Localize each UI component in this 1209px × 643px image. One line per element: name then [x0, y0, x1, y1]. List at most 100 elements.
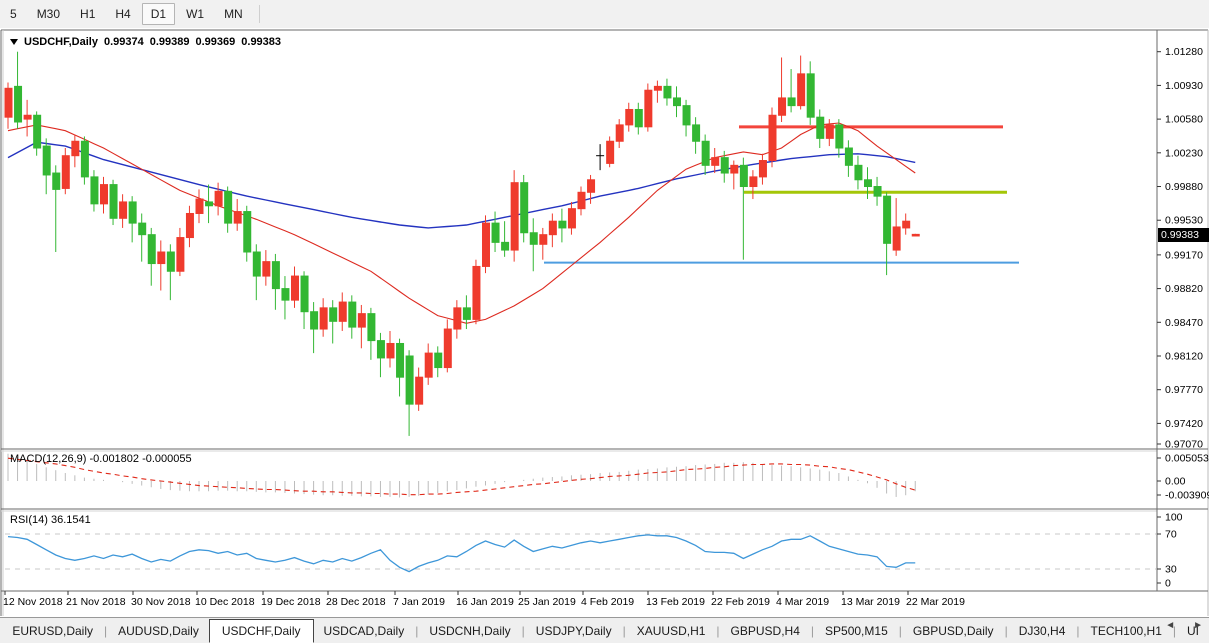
chart-tab-ui[interactable]: UI	[1187, 623, 1199, 638]
chart-window[interactable]: 1.01280 1.00930 1.00580 1.00230 0.99880 0.995…	[0, 28, 1209, 617]
candle-body	[386, 342, 395, 359]
candle-body	[854, 164, 863, 181]
chart-tab-gbpusd-h4[interactable]: GBPUSD,H4	[730, 623, 800, 638]
chart-tab-dj30-h4[interactable]: DJ30,H4	[1018, 623, 1066, 638]
candle-body	[539, 234, 548, 245]
candle-body	[138, 222, 147, 236]
candle-body	[300, 275, 309, 313]
candle-body	[4, 87, 13, 118]
candle-body	[692, 124, 701, 142]
candle-body	[797, 73, 806, 107]
tab-separator: |	[810, 623, 815, 638]
chart-tab-usdchf-daily[interactable]: USDCHF,Daily	[208, 618, 314, 643]
candle-body	[291, 275, 299, 301]
candle-body	[415, 376, 424, 405]
chart-tab-gbpusd-daily[interactable]: GBPUSD,Daily	[912, 623, 994, 638]
chart-tab-xauusd-h1[interactable]: XAUUSD,H1	[636, 623, 706, 638]
date-axis-label: 13 Feb 2019	[646, 596, 705, 608]
candle-body	[281, 288, 290, 301]
candle-body	[673, 97, 681, 107]
price-axis-label: 0.99530	[1165, 215, 1203, 227]
price-axis-label: 0.97770	[1165, 384, 1203, 396]
timeframe-button-w1[interactable]: W1	[186, 7, 205, 21]
candle-body	[816, 116, 825, 139]
tab-scroll-left-icon[interactable]: ◄	[1165, 620, 1176, 631]
tab-scroll-right-icon[interactable]: ►	[1193, 620, 1203, 631]
macd-signal-line	[7, 457, 916, 496]
candle-body	[787, 97, 796, 107]
date-axis-label: 25 Jan 2019	[518, 596, 576, 608]
price-axis-label: 1.00580	[1165, 114, 1203, 126]
price-axis-label: 0.98470	[1165, 317, 1203, 329]
date-axis-label: 19 Dec 2018	[261, 596, 321, 608]
chart-background	[1, 30, 1208, 617]
price-axis-label: 0.98120	[1165, 351, 1203, 363]
timeframe-toolbar: 5 M30 H1 H4 D1 W1 MN	[0, 0, 1209, 29]
chart-tab-audusd-daily[interactable]: AUDUSD,Daily	[118, 623, 199, 638]
timeframe-button-mn[interactable]: MN	[224, 7, 243, 21]
price-axis-label: 0.97420	[1165, 418, 1203, 430]
ohlc-high: 0.99389	[149, 36, 190, 48]
candle-body	[185, 212, 194, 239]
rsi-axis-label: 100	[1165, 512, 1183, 524]
timeframe-button-h1[interactable]: H1	[80, 7, 96, 21]
candle-body	[883, 195, 892, 244]
macd-indicator-label: MACD(12,26,9) -0.001802 -0.000055	[10, 453, 192, 465]
candle-body	[224, 190, 233, 224]
candle-body	[749, 176, 758, 188]
date-axis-label: 22 Feb 2019	[711, 596, 770, 608]
chart-tab-usdcnh-daily[interactable]: USDCNH,Daily	[429, 623, 511, 638]
candle-body	[424, 352, 433, 378]
candle-body	[42, 145, 51, 176]
candle-body	[711, 157, 720, 166]
rsi-axis-label: 0	[1165, 578, 1171, 590]
candle-body	[606, 140, 615, 164]
timeframe-button-5[interactable]: 5	[10, 7, 17, 21]
chart-canvas[interactable]: 1.01280 1.00930 1.00580 1.00230 0.99880 0.995…	[0, 28, 1209, 617]
chart-tab-sp500-m15[interactable]: SP500,M15	[825, 623, 888, 638]
chart-tab-usdjpy-daily[interactable]: USDJPY,Daily	[535, 623, 612, 638]
current-price-tag: 0.99383	[1158, 228, 1209, 242]
date-axis-label: 22 Mar 2019	[906, 596, 965, 608]
candle-body	[214, 190, 223, 207]
timeframe-button-m30[interactable]: M30	[36, 7, 61, 21]
timeframe-button-h4[interactable]: H4	[115, 7, 131, 21]
date-axis-label: 16 Jan 2019	[456, 596, 514, 608]
tab-separator: |	[1172, 623, 1176, 638]
candle-body	[548, 220, 557, 236]
candle-body	[109, 184, 118, 219]
ohlc-close: 0.99383	[241, 36, 282, 48]
candle-body	[310, 311, 319, 330]
chart-tab-eurusd-daily[interactable]: EURUSD,Daily	[12, 623, 94, 638]
symbol-dropdown-icon[interactable]	[10, 39, 18, 45]
price-axis-label: 0.97070	[1165, 439, 1203, 451]
candle-body	[835, 124, 844, 149]
date-axis-label: 30 Nov 2018	[131, 596, 191, 608]
macd-axis-label: 0.005053	[1165, 453, 1209, 465]
candle-body	[778, 97, 787, 116]
candle-body	[119, 201, 128, 219]
chart-tab-usdcad-daily[interactable]: USDCAD,Daily	[323, 623, 405, 638]
timeframe-button-d1[interactable]: D1	[141, 3, 176, 25]
candle-body	[653, 85, 662, 91]
price-axis-label: 0.99880	[1165, 181, 1203, 193]
candle-body	[396, 342, 405, 378]
tab-separator: |	[898, 623, 902, 638]
candle-body	[844, 147, 853, 166]
candle-body	[520, 182, 529, 234]
candle-body	[443, 328, 452, 369]
candle-body	[558, 220, 567, 229]
candle-body	[501, 241, 510, 251]
candle-body	[271, 261, 280, 290]
price-axis-label: 0.98820	[1165, 283, 1203, 295]
candle-body	[739, 164, 748, 188]
date-axis-label: 21 Nov 2018	[66, 596, 126, 608]
ohlc-low: 0.99369	[195, 36, 236, 48]
chart-title: USDCHF,Daily 0.99374 0.99389 0.99369 0.9…	[10, 36, 281, 48]
candle-body	[71, 140, 80, 157]
candle-body	[128, 201, 137, 224]
chart-tab-tech100-h1[interactable]: TECH100,H1	[1090, 623, 1162, 638]
candle-body	[233, 211, 242, 224]
tab-separator: |	[104, 623, 108, 638]
candle-body	[319, 307, 328, 330]
